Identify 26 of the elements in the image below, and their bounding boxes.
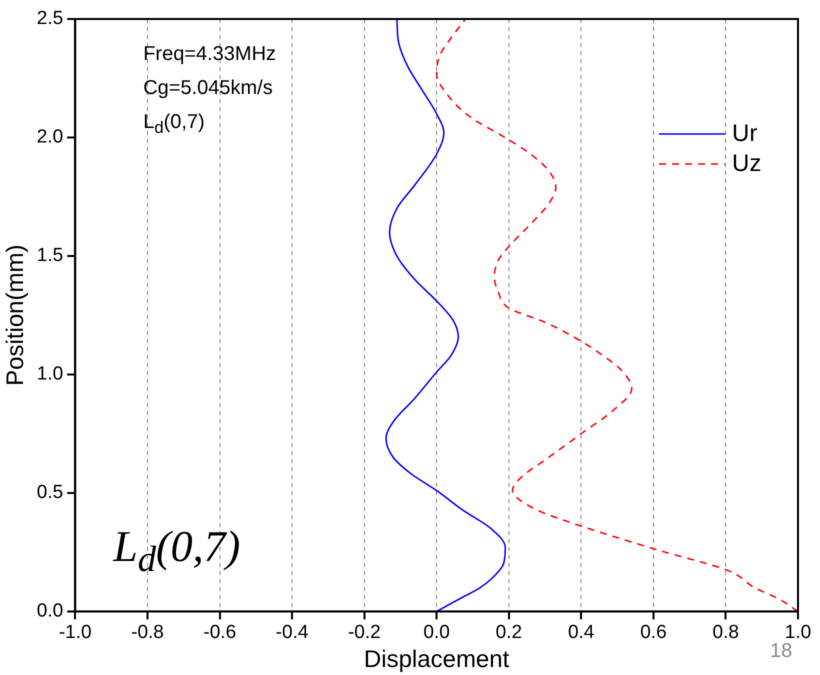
x-tick-label: 0.8 <box>712 622 739 644</box>
annotation: L$_{d}$(0,7) <box>143 111 205 138</box>
x-tick-label: -0.6 <box>203 622 236 644</box>
x-tick-label: 0.2 <box>496 622 522 644</box>
x-tick-label: -0.4 <box>276 622 309 644</box>
y-tick-label: 0.0 <box>36 600 64 622</box>
x-axis-title: Displacement <box>364 646 510 674</box>
annotation: Cg=5.045km/s <box>143 77 273 100</box>
y-tick-label: 1.0 <box>36 364 64 385</box>
y-tick-label: 2.5 <box>36 8 64 30</box>
x-tick-label: -1.0 <box>58 622 92 644</box>
line-series <box>436 19 798 612</box>
y-axis-title: Position(mm) <box>2 244 30 386</box>
annotation: Freq=4.33MHz <box>143 43 276 66</box>
x-tick-label: 0.0 <box>423 622 450 644</box>
line-series <box>385 19 506 612</box>
x-tick-label: 0.6 <box>640 622 667 644</box>
annotation: L$_{d}$(0,7) <box>113 521 240 580</box>
y-tick-label: 0.5 <box>36 482 64 504</box>
legend-label: Ur <box>732 120 758 148</box>
x-tick-label: -0.2 <box>348 622 381 644</box>
y-tick-label: 1.5 <box>36 245 64 266</box>
x-tick-label: 0.4 <box>568 622 595 644</box>
x-tick-label: -0.8 <box>131 622 164 644</box>
legend-label: Uz <box>732 150 762 178</box>
y-tick-label: 2.0 <box>36 126 64 148</box>
